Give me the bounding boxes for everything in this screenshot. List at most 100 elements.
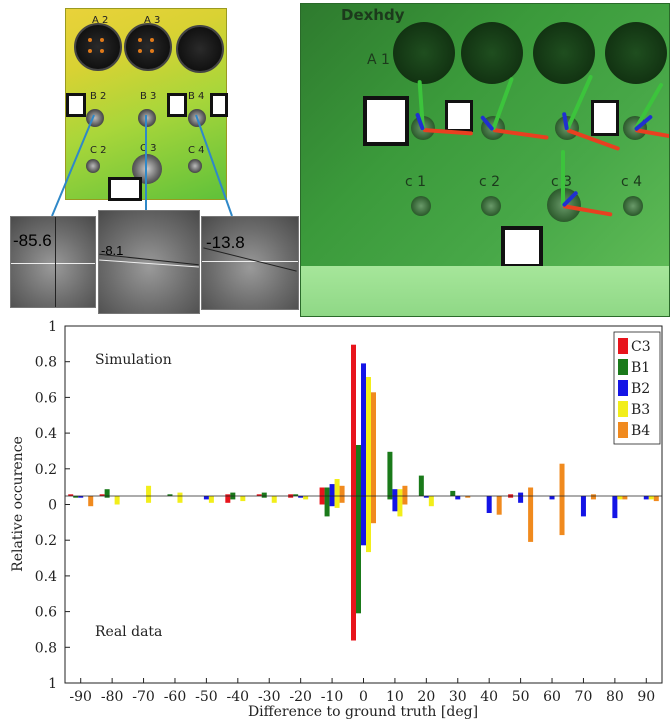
x-tick-label: -20 [289, 689, 312, 705]
bar-real-b2 [298, 496, 304, 498]
connector-label: A 2 [92, 15, 109, 26]
bar-real-b4 [339, 496, 345, 503]
x-tick-label: 30 [449, 689, 467, 705]
bar-real-c3 [508, 496, 514, 498]
legend-label: C3 [631, 339, 651, 355]
bar-sim-b2 [361, 363, 366, 496]
bar-real-b2 [361, 496, 366, 546]
bar-sim-b4 [528, 487, 534, 496]
sim-marker [445, 100, 473, 132]
y-tick-label: 0.2 [35, 462, 57, 478]
x-tick-label: -10 [321, 689, 344, 705]
bar-real-b3 [114, 496, 120, 505]
x-tick-label: -50 [195, 689, 218, 705]
bar-sim-c3 [319, 487, 325, 496]
bar-real-b1 [104, 496, 110, 498]
x-tick-label: -60 [164, 689, 187, 705]
bar-real-b2 [392, 496, 398, 512]
bar-sim-b1 [356, 445, 361, 496]
bar-real-c3 [319, 496, 325, 505]
legend-label: B1 [631, 360, 650, 376]
angle-value: -13.8 [206, 233, 245, 252]
legend-label: B2 [631, 381, 650, 397]
sim-knob-c2 [481, 196, 501, 216]
bar-sim-c3 [256, 494, 262, 496]
connector-a2 [74, 23, 122, 71]
bar-sim-b1 [450, 490, 456, 496]
connector-a3 [124, 23, 172, 71]
bar-sim-b1 [167, 494, 173, 496]
bottom-region-label: Real data [95, 624, 162, 640]
zoom-crop-b4: -13.8 [201, 216, 299, 310]
angle-value: -8.1 [101, 243, 124, 258]
bar-sim-b3 [366, 377, 371, 496]
bar-sim-b2 [392, 489, 398, 496]
bar-sim-b4 [371, 392, 376, 496]
bar-real-b3 [397, 496, 403, 517]
bar-real-b3 [648, 496, 654, 500]
sim-connector [533, 22, 595, 84]
board-photo: A 2 A 3 B 2 B 3 B 4 C 2 C 3 C 4 [65, 8, 228, 201]
bar-real-b2 [329, 496, 335, 507]
bar-real-b4 [590, 496, 596, 500]
bar-real-b2 [486, 496, 492, 513]
y-tick-label: 0 [48, 498, 57, 514]
bar-sim-c3 [68, 494, 74, 496]
legend-swatch [618, 401, 628, 417]
bar-real-b4 [371, 496, 376, 524]
bars [68, 344, 659, 641]
y-tick-label: 0.2 [35, 533, 57, 549]
sim-shelf [301, 266, 669, 316]
bar-real-c3 [351, 496, 356, 641]
x-tick-label: 70 [575, 689, 593, 705]
y-tick-label: 0.4 [35, 569, 57, 585]
bar-real-b2 [580, 496, 586, 517]
y-tick-label: 1 [48, 676, 57, 692]
sim-label: c 1 [405, 174, 427, 190]
legend: C3 B1 B2 B3 B4 [613, 331, 661, 445]
knob-label: B 2 [90, 91, 107, 102]
bar-real-b3 [240, 496, 246, 502]
bar-sim-b3 [397, 489, 403, 496]
y-axis-ticks: 1 0.8 0.6 0.4 0.2 0 0.2 0.4 0.6 0.8 1 [35, 319, 70, 692]
knob-label: B 4 [188, 91, 205, 102]
bar-real-b1 [324, 496, 330, 517]
top-region-label: Simulation [95, 352, 172, 368]
bar-sim-b4 [402, 485, 408, 496]
bar-real-b4 [402, 496, 408, 505]
bar-real-c3 [288, 496, 294, 498]
bar-real-b1 [261, 496, 267, 498]
angle-value: -85.6 [13, 231, 52, 250]
sim-marker [591, 100, 619, 136]
sim-connector [605, 22, 667, 84]
y-tick-label: 1 [48, 319, 57, 335]
marker-tag [210, 93, 228, 117]
bar-real-b4 [496, 496, 502, 515]
bar-sim-c3 [99, 494, 105, 496]
knob-c2 [86, 159, 100, 173]
bar-real-b4 [653, 496, 659, 502]
bar-sim-b3 [146, 485, 152, 496]
sim-marker [501, 226, 543, 268]
bar-sim-c3 [288, 494, 294, 496]
bar-real-b1 [356, 496, 361, 614]
y-axis-label: Relative occurence [10, 436, 26, 572]
bar-real-b1 [230, 496, 236, 500]
bar-sim-b3 [177, 492, 183, 496]
bar-sim-c3 [225, 494, 231, 496]
bar-real-b3 [366, 496, 371, 553]
knob-label: C 2 [90, 145, 107, 156]
knob-label: C 4 [188, 145, 205, 156]
y-tick-label: 0.6 [35, 605, 57, 621]
bar-sim-b1 [104, 489, 110, 496]
x-tick-label: 50 [512, 689, 530, 705]
plot-frame [64, 325, 663, 684]
legend-swatch [618, 338, 628, 354]
bar-real-b3 [208, 496, 214, 503]
bar-real-b2 [203, 496, 209, 500]
zoom-lines [51, 114, 233, 217]
bar-sim-b1 [387, 451, 393, 496]
x-axis-label: Difference to ground truth [deg] [248, 704, 478, 719]
zoom-crop-b2: -85.6 [10, 216, 96, 308]
y-tick-label: 0.6 [35, 390, 57, 406]
